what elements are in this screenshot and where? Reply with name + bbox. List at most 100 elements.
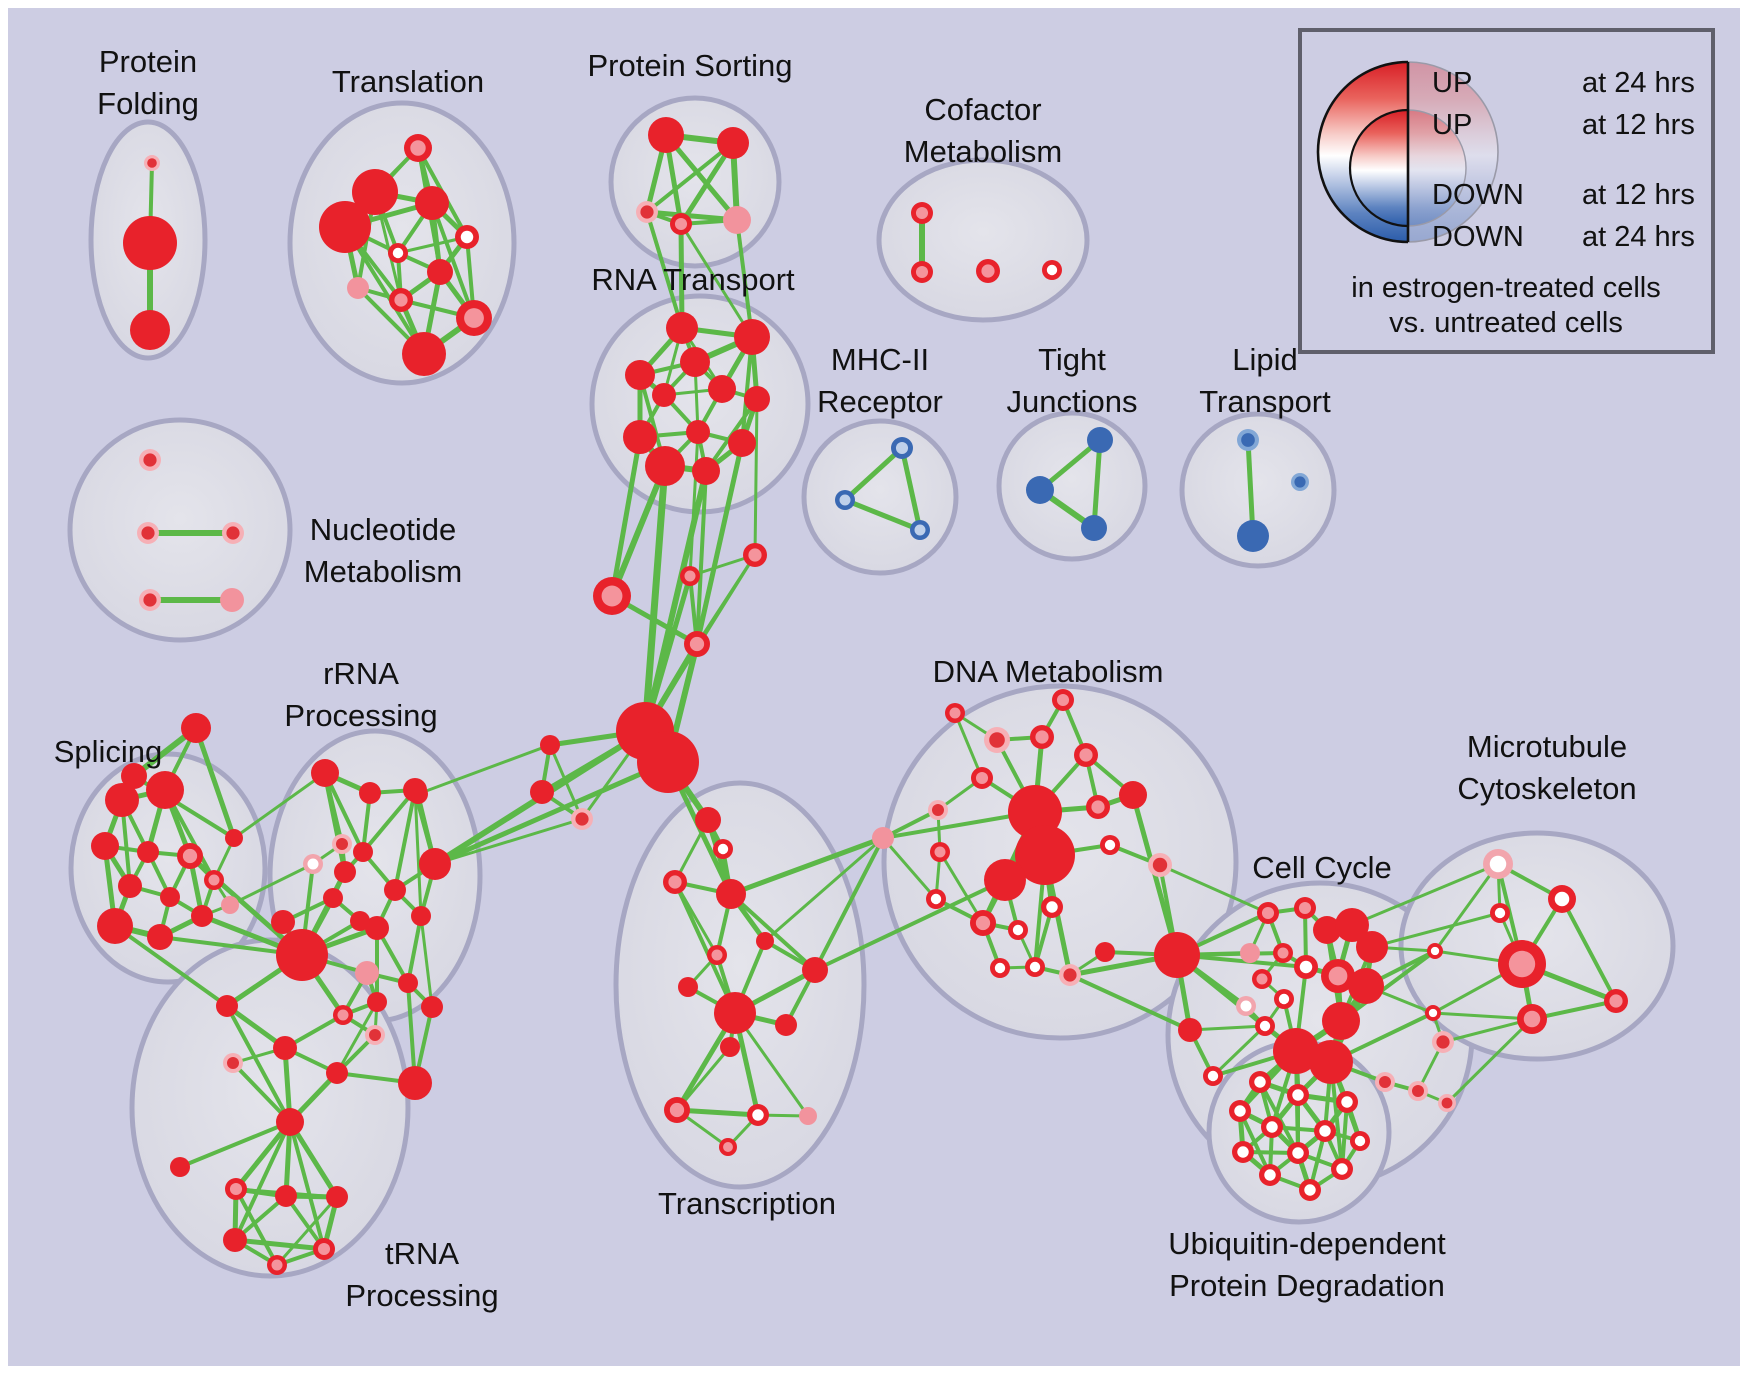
node-splicing-center xyxy=(208,874,220,886)
legend-down-12-dir: DOWN xyxy=(1432,179,1524,211)
node-protein-folding xyxy=(123,216,177,270)
node-translation-center xyxy=(460,230,474,244)
node-protein-folding xyxy=(130,310,170,350)
node-trna-processing-center xyxy=(271,1259,283,1271)
node-dna-metabolism-center xyxy=(1091,800,1105,814)
edge-rrna-processing xyxy=(323,771,365,854)
node-translation xyxy=(319,201,371,253)
node-dna-metabolism xyxy=(1015,825,1075,885)
node-rna-transport xyxy=(645,446,685,486)
node-ubiquitin-degradation-center xyxy=(1254,1076,1266,1088)
node-cell-cycle-center xyxy=(1207,1070,1219,1082)
node-dna-metabolism-center xyxy=(1152,857,1168,873)
node-translation-center xyxy=(410,140,426,156)
node-translation xyxy=(347,277,369,299)
node-nucleotide-metabolism-center xyxy=(226,526,240,540)
node-cell-cycle-center xyxy=(1256,973,1268,985)
node-splicing-center xyxy=(182,848,198,864)
edge-link xyxy=(695,469,708,646)
node-splicing xyxy=(221,896,239,914)
node-dna-metabolism-center xyxy=(1029,961,1041,973)
node-ubiquitin-degradation-center xyxy=(1336,1163,1348,1175)
node-rrna-processing xyxy=(421,996,443,1018)
cluster-label-cell-cycle: Cell Cycle xyxy=(1252,850,1392,885)
node-cofactor-metabolism-center xyxy=(981,264,995,278)
edge-link xyxy=(813,836,885,972)
node-dna-metabolism-center xyxy=(934,846,946,858)
edge-link xyxy=(609,434,643,599)
node-trna-processing xyxy=(275,1185,297,1207)
node-dna-metabolism xyxy=(1095,942,1115,962)
node-trna-processing xyxy=(398,1066,432,1100)
edge-dna-metabolism xyxy=(953,711,984,780)
cluster-label-microtubule-cytoskeleton: Microtubule Cytoskeleton xyxy=(1457,729,1636,806)
cluster-label-transcription: Transcription xyxy=(658,1186,836,1221)
node-connectors-center xyxy=(930,893,942,905)
node-cell-cycle-center xyxy=(1259,1020,1271,1032)
node-dna-metabolism xyxy=(1119,781,1147,809)
node-splicing xyxy=(91,832,119,860)
node-protein-sorting-center xyxy=(640,205,654,219)
node-transcription-center xyxy=(752,1109,764,1121)
edge-trna-processing xyxy=(232,1237,327,1252)
node-cell-cycle xyxy=(1356,931,1388,963)
legend-down-24-time: at 24 hrs xyxy=(1582,221,1695,253)
node-ubiquitin-degradation-center xyxy=(1292,1147,1304,1159)
node-rna-transport xyxy=(666,312,698,344)
cluster-label-splicing: Splicing xyxy=(54,734,163,769)
node-ubiquitin-degradation-center xyxy=(1237,1146,1249,1158)
node-translation xyxy=(402,332,446,376)
edge-link xyxy=(1441,1017,1534,1044)
node-rna-transport xyxy=(623,420,657,454)
node-connectors xyxy=(181,713,211,743)
legend-caption-line1: in estrogen-treated cells xyxy=(1351,272,1661,304)
node-cofactor-metabolism-center xyxy=(915,265,929,279)
cluster-label-rrna-processing: rRNA Processing xyxy=(284,656,437,733)
node-dna-metabolism xyxy=(1154,932,1200,978)
edge-trna-processing xyxy=(233,1119,293,1192)
cluster-label-cofactor-metabolism: Cofactor Metabolism xyxy=(904,92,1063,169)
legend-down-24-dir: DOWN xyxy=(1432,221,1524,253)
node-cell-cycle xyxy=(1240,943,1260,963)
node-dna-metabolism-center xyxy=(1104,839,1116,851)
node-microtubule-cytoskeleton-center xyxy=(1494,907,1506,919)
node-transcription xyxy=(720,1037,740,1057)
legend-down-12-time: at 12 hrs xyxy=(1582,179,1695,211)
node-rna-transport xyxy=(625,360,655,390)
edge-transcription xyxy=(675,1045,732,1112)
cluster-label-protein-sorting: Protein Sorting xyxy=(587,48,792,83)
cluster-label-trna-processing: tRNA Processing xyxy=(345,1236,498,1313)
edge-trna-processing xyxy=(275,1195,339,1267)
node-dna-metabolism-center xyxy=(1063,968,1077,982)
legend-inner-left-half xyxy=(1350,110,1408,226)
cluster-cofactor-metabolism xyxy=(876,157,1090,323)
node-dna-metabolism-center xyxy=(1012,924,1024,936)
edge-link xyxy=(1370,911,1502,949)
legend-up-24-time: at 24 hrs xyxy=(1582,67,1695,99)
cluster-transcription xyxy=(613,780,867,1190)
edge-link xyxy=(728,835,886,897)
node-rrna-processing xyxy=(353,842,373,862)
node-microtubule-cytoskeleton-center xyxy=(1508,950,1536,978)
edge-protein-sorting xyxy=(678,140,736,227)
node-cell-cycle xyxy=(1335,908,1369,942)
node-dna-metabolism-center xyxy=(994,962,1006,974)
edge-protein-sorting xyxy=(663,132,740,223)
node-cell-cycle-center xyxy=(1261,906,1275,920)
edge-connectors xyxy=(416,743,552,796)
cluster-label-mhc-ii-receptor: MHC-II Receptor xyxy=(817,342,943,419)
edge-dna-metabolism xyxy=(1068,973,1192,1032)
node-trna-processing-center xyxy=(229,1182,243,1196)
edge-protein-sorting xyxy=(644,209,740,223)
edge-link xyxy=(1339,949,1437,1023)
node-ubiquitin-degradation-center xyxy=(1292,1089,1304,1101)
legend-up-12-time: at 12 hrs xyxy=(1582,109,1695,141)
cluster-protein-sorting xyxy=(608,95,782,269)
node-rna-transport xyxy=(708,375,736,403)
node-protein-folding-center xyxy=(147,158,157,168)
legend: UP at 24 hrs UP at 12 hrs DOWN at 12 hrs… xyxy=(1298,28,1715,354)
node-transcription xyxy=(756,932,774,950)
node-trna-processing xyxy=(273,1036,297,1060)
node-rna-transport xyxy=(692,457,720,485)
